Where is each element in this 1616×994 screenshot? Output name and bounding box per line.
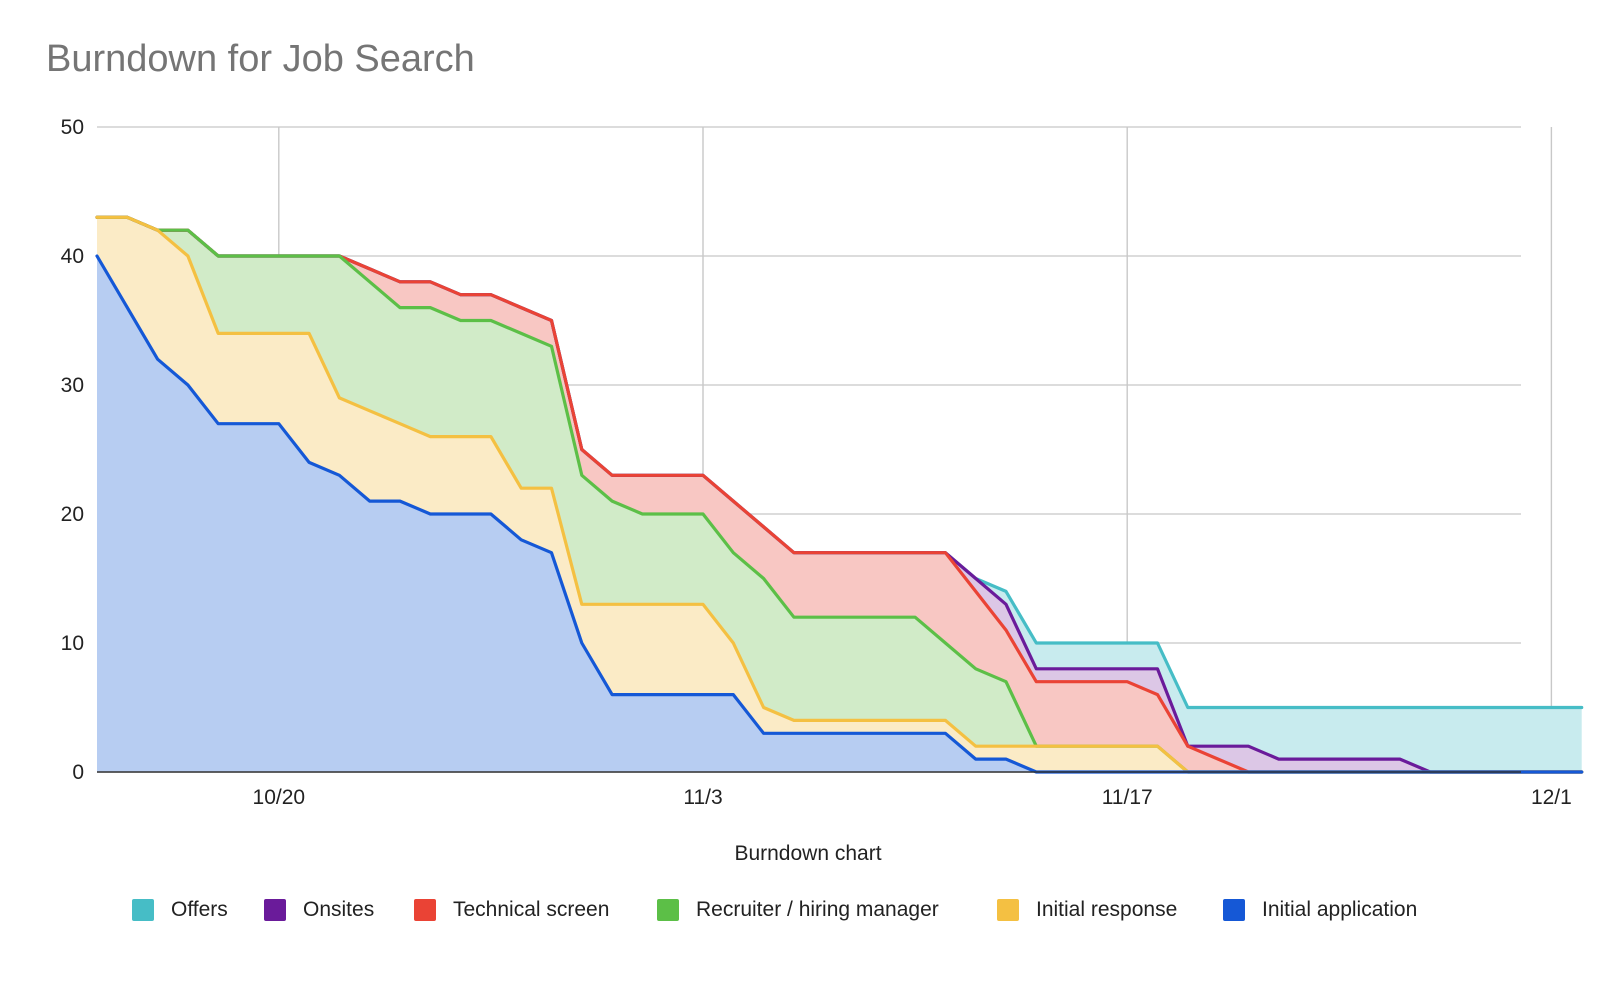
legend-label: Onsites: [303, 898, 374, 921]
area-fill-initial-application: [97, 256, 1582, 772]
x-tick-label: 12/1: [1531, 786, 1572, 809]
area-series-group: [97, 217, 1582, 773]
y-tick-label: 0: [72, 761, 84, 784]
legend-item[interactable]: Offers: [132, 898, 228, 921]
x-axis-label: Burndown chart: [734, 842, 881, 865]
y-tick-label: 50: [61, 116, 84, 139]
legend-swatch: [657, 899, 679, 921]
legend-item[interactable]: Onsites: [264, 898, 374, 921]
y-tick-label: 40: [61, 245, 84, 268]
legend-label: Recruiter / hiring manager: [696, 898, 939, 921]
legend-label: Initial response: [1036, 898, 1177, 921]
legend-item[interactable]: Initial response: [997, 898, 1177, 921]
y-tick-label: 30: [61, 374, 84, 397]
legend-label: Initial application: [1262, 898, 1417, 921]
x-tick-label: 10/20: [253, 786, 306, 809]
legend-swatch: [132, 899, 154, 921]
legend-label: Technical screen: [453, 898, 609, 921]
x-tick-label: 11/3: [683, 786, 722, 809]
y-tick-label: 20: [61, 503, 84, 526]
legend-item[interactable]: Initial application: [1223, 898, 1417, 921]
x-tick-label: 11/17: [1102, 786, 1153, 809]
legend-swatch: [997, 899, 1019, 921]
legend-swatch: [414, 899, 436, 921]
chart-title: Burndown for Job Search: [46, 38, 475, 80]
legend-swatch: [264, 899, 286, 921]
legend-swatch: [1223, 899, 1245, 921]
legend: Offers Onsites Technical screen Recruiter /…: [132, 898, 1417, 921]
y-tick-label: 10: [61, 632, 84, 655]
legend-label: Offers: [171, 898, 228, 921]
legend-item[interactable]: Technical screen: [414, 898, 609, 921]
legend-item[interactable]: Recruiter / hiring manager: [657, 898, 939, 921]
